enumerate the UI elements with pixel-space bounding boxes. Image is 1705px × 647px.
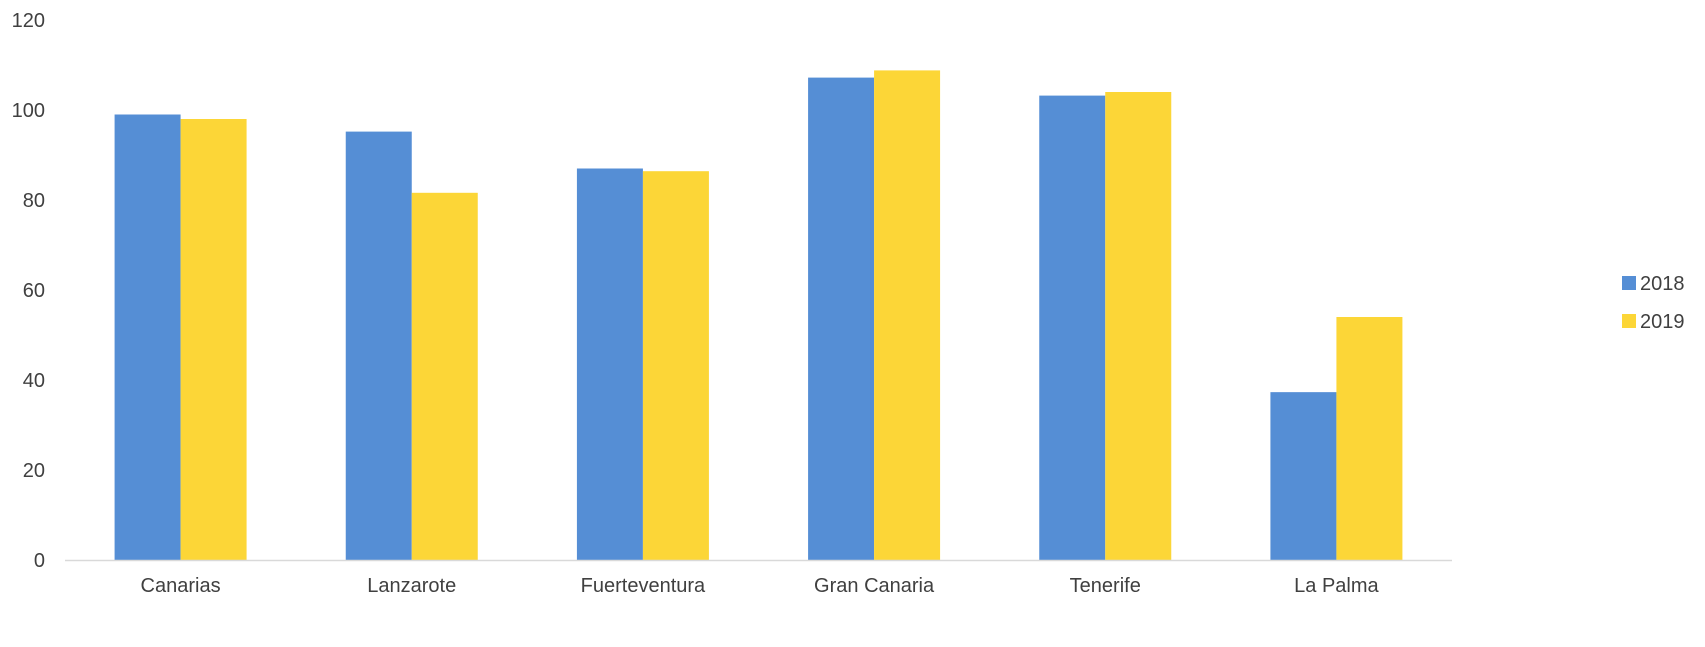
y-axis-ticks: 0 20 40 60 80 100 120 (12, 10, 45, 572)
category-label: Lanzarote (367, 575, 456, 597)
bar-2018-3 (808, 77, 875, 560)
y-tick-label: 60 (23, 280, 45, 302)
category-label: Tenerife (1070, 575, 1141, 597)
legend-label-2019: 2019 (1640, 311, 1685, 333)
category-label: Canarias (141, 575, 221, 597)
y-tick-label: 80 (23, 190, 45, 212)
category-label: Fuerteventura (581, 575, 706, 597)
legend-swatch-2018 (1622, 276, 1636, 290)
y-tick-label: 100 (12, 100, 45, 122)
y-tick-label: 0 (34, 550, 45, 572)
y-tick-label: 120 (12, 10, 45, 32)
bars (114, 70, 1403, 561)
category-label: La Palma (1294, 575, 1379, 597)
legend: 2018 2019 (1622, 273, 1685, 333)
category-label: Gran Canaria (814, 575, 935, 597)
y-tick-label: 20 (23, 460, 45, 482)
bar-2018-4 (1039, 95, 1106, 560)
category-labels: Canarias Lanzarote Fuerteventura Gran Canar… (141, 575, 1380, 597)
bar-2019-1 (411, 192, 478, 561)
bar-2018-0 (114, 114, 181, 560)
bar-2018-5 (1270, 392, 1337, 560)
bar-2019-3 (874, 70, 941, 561)
legend-swatch-2019 (1622, 314, 1636, 328)
legend-label-2018: 2018 (1640, 273, 1685, 295)
bar-2019-4 (1105, 92, 1172, 560)
bar-2018-1 (345, 131, 412, 560)
bar-2019-0 (180, 119, 247, 560)
y-tick-label: 40 (23, 370, 45, 392)
bar-2019-5 (1336, 317, 1403, 560)
bar-2019-2 (642, 171, 709, 560)
bar-2018-2 (576, 168, 643, 560)
